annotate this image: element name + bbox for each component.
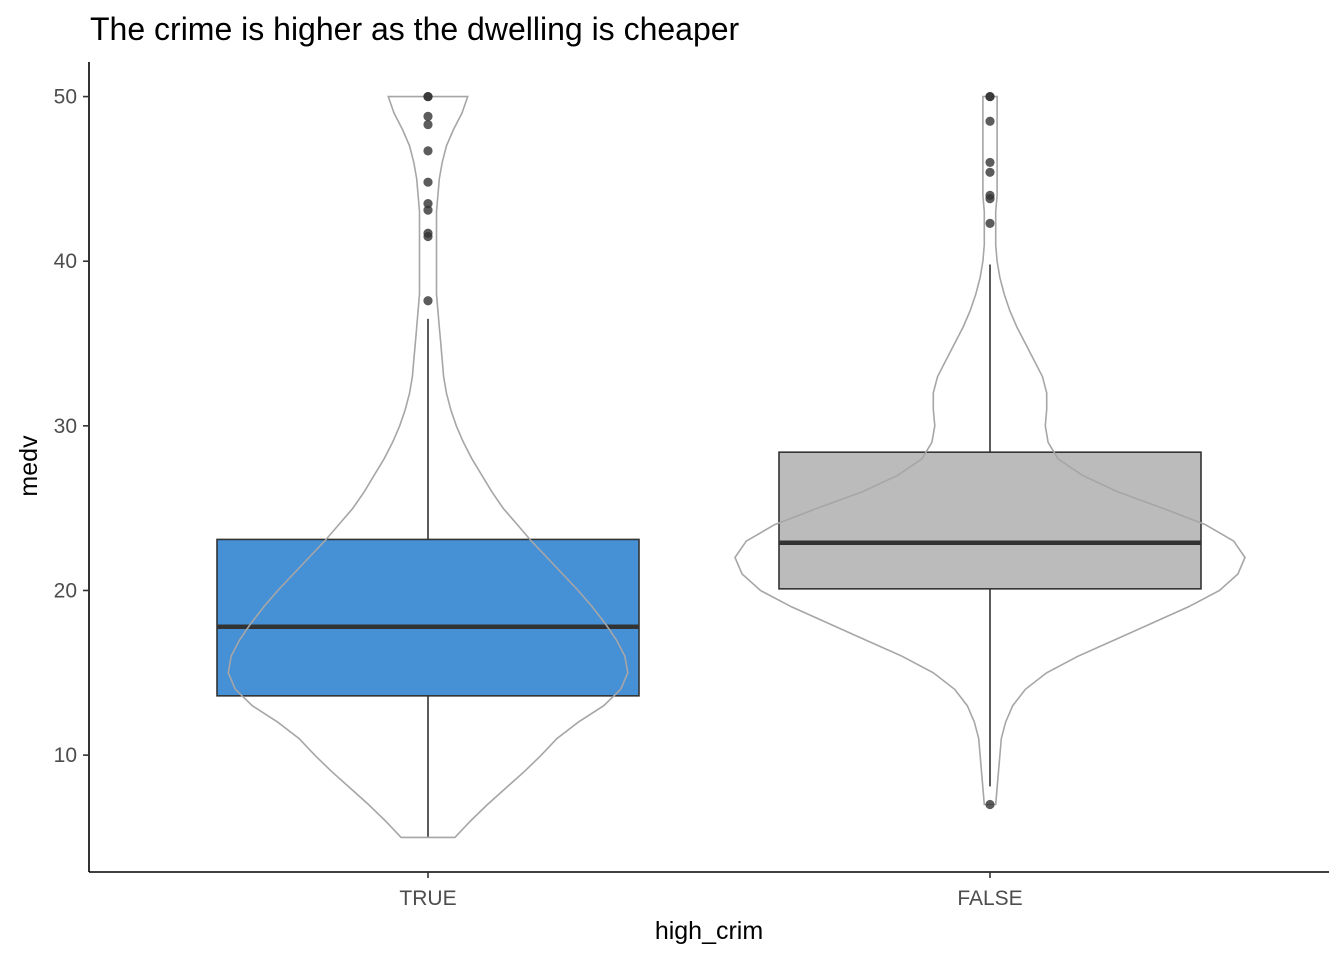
outlier-point-false: [985, 157, 995, 168]
violin-false: [734, 95, 1246, 806]
y-tick-label: 10: [54, 744, 77, 767]
outlier-point-false: [985, 218, 995, 228]
y-tick-label: 30: [54, 415, 77, 438]
y-tick-label: 40: [54, 250, 77, 273]
plot-area: [216, 91, 1246, 839]
y-tick-label: 20: [54, 579, 77, 602]
outlier-point-true: [423, 205, 433, 215]
x-axis-title: high_crim: [655, 917, 763, 945]
outlier-point-true: [423, 296, 433, 306]
outlier-point-true: [423, 177, 433, 187]
violin-true: [227, 95, 629, 839]
box-false: [778, 451, 1202, 590]
outlier-point-true: [423, 228, 433, 238]
outlier-point-false: [985, 167, 995, 177]
outlier-point-false: [985, 799, 995, 810]
x-tick-label: FALSE: [957, 887, 1022, 910]
box-true: [216, 538, 640, 697]
outlier-point-false: [985, 116, 995, 126]
outlier-point-true: [423, 198, 433, 209]
outlier-point-true: [423, 111, 433, 121]
outlier-point-true: [423, 119, 433, 130]
group-true: [216, 91, 640, 839]
group-false: [734, 91, 1246, 810]
outlier-point-false: [985, 190, 995, 200]
outlier-point-true: [423, 146, 433, 156]
axes: 10 20 30 40 50 TRUE FALSE: [54, 62, 1329, 910]
outlier-point-true: [423, 91, 433, 102]
outlier-point-false: [985, 91, 995, 102]
chart-title: The crime is higher as the dwelling is c…: [90, 11, 740, 47]
y-axis-title: medv: [15, 435, 43, 497]
x-tick-label: TRUE: [399, 887, 456, 910]
y-tick-label: 50: [54, 86, 77, 109]
